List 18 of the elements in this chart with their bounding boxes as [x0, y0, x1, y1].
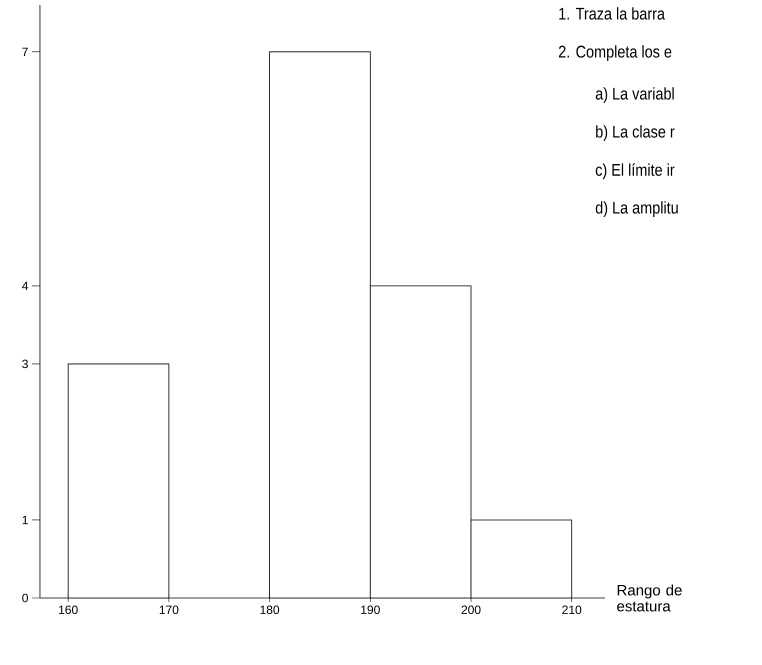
y-tick-label: 4: [22, 282, 28, 290]
annotation: a) La variabl: [596, 87, 674, 104]
x-tick-label: 180: [260, 606, 280, 614]
x-tick-label: 160: [59, 606, 78, 614]
x-tick-label: 200: [462, 606, 481, 614]
annotation: 1. Traza la barra: [559, 7, 665, 20]
annotation: c) El límite ir: [596, 163, 674, 180]
x-tick-label: 210: [562, 606, 582, 614]
annotation: 2. Completa los e: [558, 45, 672, 62]
y-tick-label: 7: [22, 48, 28, 56]
y-tick-label: 1: [22, 516, 28, 524]
x-tick-label: 170: [160, 606, 178, 614]
x-axis-title: Rango de estatura: [617, 584, 682, 612]
annotation: d) La amplitu: [596, 201, 678, 218]
y-tick-label: 0: [22, 594, 28, 602]
x-tick-label: 190: [361, 606, 380, 614]
y-tick-label: 3: [22, 360, 28, 368]
annotation: b) La clase r: [596, 125, 674, 142]
